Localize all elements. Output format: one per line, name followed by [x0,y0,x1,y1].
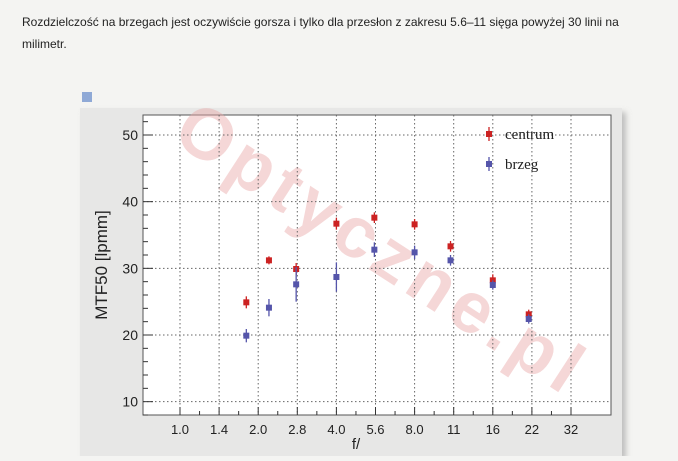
y-tick-label: 20 [122,327,138,343]
data-point-brzeg [489,282,496,288]
legend-label-centrum: centrum [505,127,554,143]
data-point-brzeg [293,281,300,288]
data-point-brzeg [447,257,454,264]
data-point-centrum [243,299,250,306]
y-tick-label: 30 [122,260,138,276]
data-point-brzeg [411,249,418,256]
x-tick-label: 1.0 [171,422,189,437]
data-point-brzeg [265,304,272,311]
y-tick-label: 40 [122,194,138,210]
x-tick-label: 5.6 [366,422,384,437]
y-tick-label: 50 [122,127,138,143]
y-axis-label: MTF50 [lpmm] [92,210,111,320]
x-tick-label: 2.0 [249,422,267,437]
x-tick-label: 1.4 [210,422,228,437]
legend-marker-centrum [486,131,492,137]
legend-marker-brzeg [486,161,492,167]
plot-area [142,114,612,416]
x-tick-label: 4.0 [327,422,345,437]
data-point-brzeg [371,246,378,253]
x-tick-label: 22 [525,422,539,437]
x-tick-label: 8.0 [406,422,424,437]
bullet-square-icon [82,92,92,102]
data-point-centrum [265,257,272,264]
article-paragraph: Rozdzielczość na brzegach jest oczywiści… [22,15,619,51]
y-tick-label: 10 [122,394,138,410]
x-tick-label: 2.8 [288,422,306,437]
data-point-centrum [333,220,340,227]
x-tick-label: 32 [564,422,578,437]
data-point-brzeg [525,316,532,322]
data-point-centrum [371,214,378,221]
data-point-brzeg [243,332,250,339]
x-tick-label: 16 [486,422,500,437]
legend-label-brzeg: brzeg [505,157,539,173]
data-point-centrum [447,243,454,250]
x-tick-label: 11 [447,422,461,437]
data-point-brzeg [333,274,340,280]
x-axis-label: f/ [352,436,361,453]
data-point-centrum [411,221,418,228]
